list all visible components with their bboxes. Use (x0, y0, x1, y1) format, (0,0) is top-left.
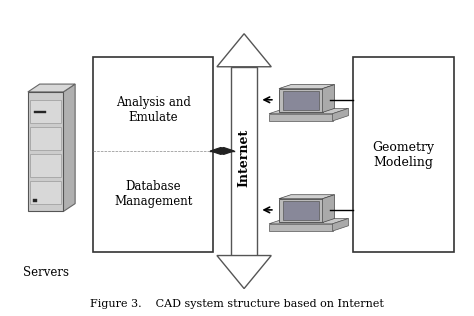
Text: Internet: Internet (237, 129, 251, 187)
Bar (279, 199, 323, 222)
Polygon shape (269, 218, 348, 224)
Bar (269, 114, 333, 121)
Bar (353, 57, 455, 252)
Polygon shape (279, 195, 335, 199)
Bar (33, 199, 37, 202)
Polygon shape (333, 108, 348, 121)
Polygon shape (213, 148, 234, 155)
Polygon shape (28, 84, 75, 92)
Text: Geometry
Modeling: Geometry Modeling (373, 141, 435, 169)
Bar (34, 111, 46, 113)
Bar (283, 201, 319, 220)
Bar (30, 100, 61, 123)
Polygon shape (279, 85, 335, 88)
Text: Servers: Servers (23, 266, 69, 279)
Polygon shape (217, 256, 271, 289)
Text: Database
Management: Database Management (114, 180, 192, 208)
Bar (279, 88, 323, 112)
Bar (269, 224, 333, 231)
Bar (93, 57, 213, 252)
Polygon shape (217, 34, 271, 67)
Bar (30, 154, 61, 177)
Bar (30, 181, 61, 204)
Polygon shape (64, 84, 75, 211)
Polygon shape (323, 85, 335, 112)
Polygon shape (210, 148, 231, 155)
Bar (283, 91, 319, 110)
Bar (231, 67, 257, 256)
Text: Figure 3.    CAD system structure based on Internet: Figure 3. CAD system structure based on … (90, 299, 384, 309)
Bar (30, 127, 61, 150)
Bar (28, 92, 64, 211)
Polygon shape (269, 108, 348, 114)
Polygon shape (323, 195, 335, 222)
Text: Analysis and
Emulate: Analysis and Emulate (116, 96, 191, 124)
Polygon shape (333, 218, 348, 231)
